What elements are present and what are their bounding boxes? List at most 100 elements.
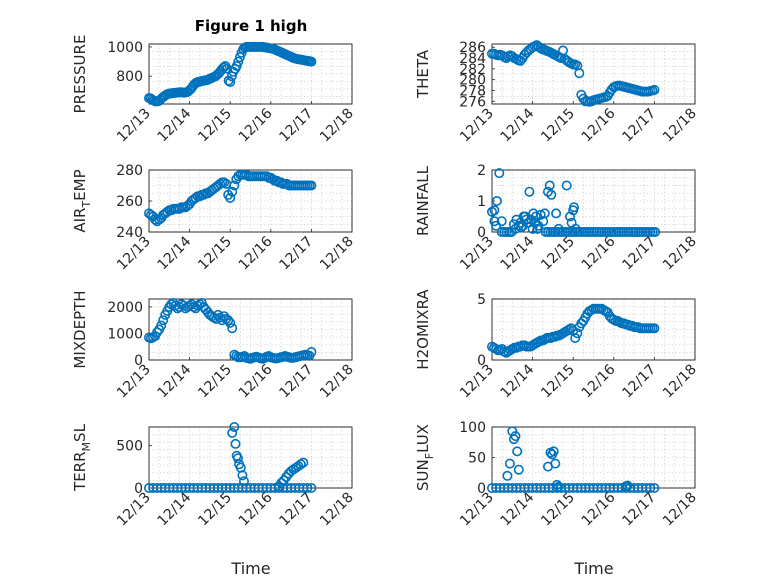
x-axis-label-right: Time xyxy=(573,559,613,578)
x-tick-label: 12/15 xyxy=(538,362,578,402)
y-tick-label: 0 xyxy=(477,353,486,369)
data-point xyxy=(546,189,557,200)
data-point xyxy=(229,180,240,191)
data-point xyxy=(229,421,240,432)
x-tick-label: 12/13 xyxy=(114,106,154,146)
y-axis-label-rainfall: RAINFALL xyxy=(414,165,432,236)
x-tick-label: 12/16 xyxy=(236,489,276,529)
data-point xyxy=(156,320,167,331)
data-point xyxy=(219,177,230,188)
data-point xyxy=(649,482,660,493)
figure-title: Figure 1 high xyxy=(195,17,308,35)
x-tick-label: 12/18 xyxy=(317,362,357,402)
x-tick-label: 12/15 xyxy=(195,106,235,146)
data-point xyxy=(649,323,660,334)
panel-pressure: 800 1000 12/13 12/14 12/15 12/16 12/17 12/18 PRE… xyxy=(71,35,357,146)
x-tick-label: 12/15 xyxy=(538,106,578,146)
series-rainfall xyxy=(486,168,661,238)
data-point xyxy=(227,186,238,197)
x-tick-label: 12/15 xyxy=(195,490,235,530)
x-tick-label: 12/18 xyxy=(317,490,357,530)
data-point xyxy=(233,56,244,67)
data-point xyxy=(225,77,236,88)
y-tick-label: 284 xyxy=(459,51,486,67)
data-point xyxy=(225,192,236,203)
series-h2omixra xyxy=(486,303,660,358)
x-tick-label: 12/17 xyxy=(276,490,316,530)
x-tick-label: 12/17 xyxy=(619,106,659,146)
x-tick-label: 12/17 xyxy=(276,106,316,146)
y-tick-label: 278 xyxy=(459,83,486,99)
data-point xyxy=(306,482,317,493)
x-tick-label: 12/13 xyxy=(457,106,497,146)
data-point xyxy=(489,205,500,216)
x-tick-label: 12/16 xyxy=(236,361,276,401)
series-mixdepth xyxy=(144,297,317,364)
data-point xyxy=(231,60,242,71)
data-point xyxy=(524,186,535,197)
x-tick-label: 12/17 xyxy=(619,362,659,402)
y-tick-label: 240 xyxy=(116,225,143,241)
y-axis-label-mixdepth: MIXDEPTH xyxy=(71,290,89,368)
data-point xyxy=(574,68,585,79)
x-tick-label: 12/14 xyxy=(155,105,195,145)
x-tick-label: 12/14 xyxy=(498,489,538,529)
data-point xyxy=(515,217,526,228)
data-point xyxy=(553,223,564,234)
y-tick-label: 2 xyxy=(477,163,486,179)
data-point xyxy=(622,480,633,491)
x-tick-label: 12/16 xyxy=(579,233,619,273)
x-axis-label-left: Time xyxy=(230,559,270,578)
y-axis-label-air_temp: AIRTEMP xyxy=(71,169,93,232)
y-tick-label: 1000 xyxy=(107,326,143,342)
y-tick-label: 1000 xyxy=(107,40,143,56)
data-point xyxy=(494,168,505,179)
y-tick-label: 282 xyxy=(459,62,486,78)
y-tick-label: 260 xyxy=(116,194,143,210)
y-axis-label-terr_msl: TERRMSL xyxy=(71,423,93,492)
x-tick-label: 12/16 xyxy=(236,105,276,145)
y-tick-label: 286 xyxy=(459,40,486,56)
y-tick-label: 0 xyxy=(477,225,486,241)
series-terr_msl xyxy=(144,421,317,493)
y-tick-label: 2000 xyxy=(107,300,143,316)
data-point xyxy=(489,216,500,227)
data-point xyxy=(276,477,287,488)
data-point xyxy=(561,180,572,191)
data-point xyxy=(548,446,559,457)
x-tick-label: 12/14 xyxy=(155,489,195,529)
data-point xyxy=(306,180,317,191)
data-point xyxy=(517,220,528,231)
data-point xyxy=(234,52,245,63)
data-point xyxy=(230,438,241,449)
y-tick-label: 100 xyxy=(459,420,486,436)
data-point xyxy=(510,431,521,442)
data-point xyxy=(302,482,313,493)
data-point xyxy=(513,464,524,475)
data-point xyxy=(237,470,248,481)
axes-frame-h2omixra xyxy=(491,298,696,361)
data-point xyxy=(550,458,561,469)
data-point xyxy=(539,208,550,219)
y-tick-label: 0 xyxy=(134,353,143,369)
y-axis-label-theta: THETA xyxy=(414,49,432,99)
data-point xyxy=(520,211,531,222)
data-point xyxy=(232,453,243,464)
series-theta xyxy=(486,40,660,107)
x-tick-label: 12/14 xyxy=(498,361,538,401)
x-tick-label: 12/18 xyxy=(660,490,700,530)
y-tick-label: 50 xyxy=(468,451,486,467)
y-tick-label: 280 xyxy=(116,163,143,179)
data-point xyxy=(529,217,540,228)
y-tick-label: 800 xyxy=(116,69,143,85)
data-point xyxy=(223,315,234,326)
data-point xyxy=(227,323,238,334)
data-point xyxy=(225,317,236,328)
x-tick-label: 12/16 xyxy=(579,489,619,529)
